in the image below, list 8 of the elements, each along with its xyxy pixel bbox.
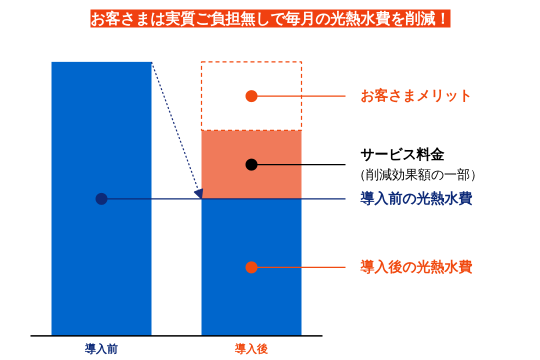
chart-title: お客さまは実質ご負担無しで毎月の光熱水費を削減！ xyxy=(90,10,450,28)
text: （削減効果額の一部） xyxy=(353,168,483,184)
text: 導入後の光熱水費 xyxy=(360,258,472,276)
x-tick-label: 導入前 xyxy=(84,342,118,356)
x-tick-label: 導入後 xyxy=(234,342,268,356)
text: サービス料金 xyxy=(360,147,446,164)
text: お客さまメリット xyxy=(360,87,472,104)
text: 導入前の光熱水費 xyxy=(360,190,472,207)
